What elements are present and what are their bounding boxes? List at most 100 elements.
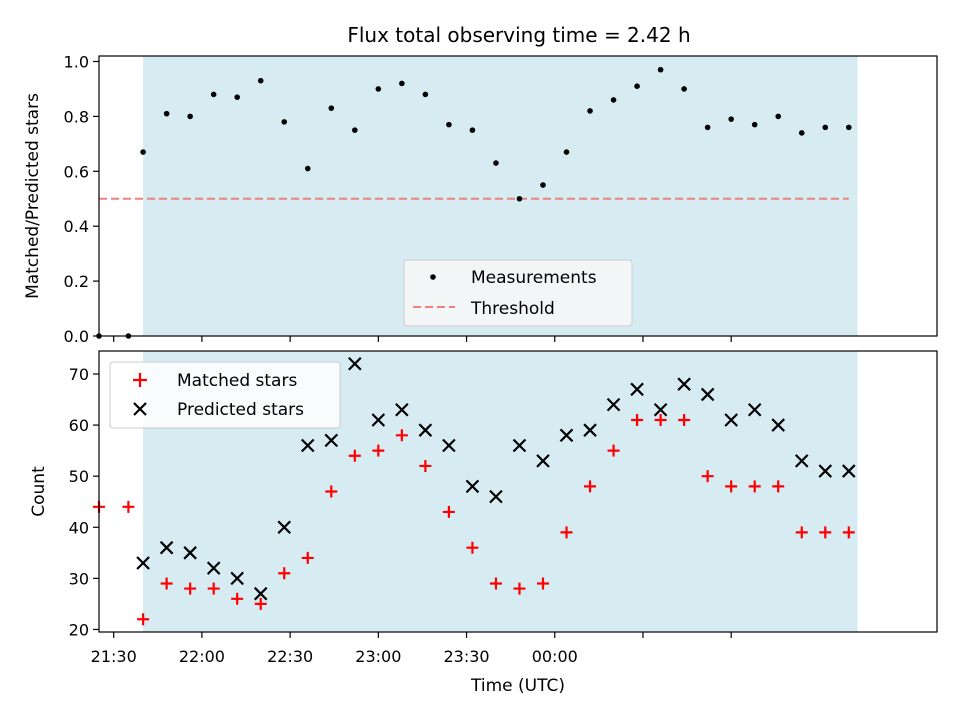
matched-star-point [137,613,150,626]
legend-cross-icon [133,402,147,416]
y-tick-label: 50 [69,467,89,486]
x-tick-label: 22:30 [267,647,313,666]
matched-star-point [725,480,738,493]
matched-star-point [654,413,667,426]
y-tick-label: 0.6 [64,162,89,181]
predicted-star-point [842,464,856,478]
predicted-star-point [159,540,174,555]
measurement-point [728,116,734,122]
matched-star-point [231,592,244,605]
x-tick-label: 00:00 [532,647,578,666]
predicted-star-point [300,438,315,453]
y-tick-label: 0.8 [64,107,89,126]
predicted-star-point [700,387,715,402]
predicted-star-points [136,356,856,601]
measurement-point [422,91,429,98]
matched-star-point [819,526,832,539]
matched-star-point [301,551,314,564]
predicted-star-point [371,413,386,427]
matched-star-point [748,480,761,493]
predicted-star-point [442,438,456,453]
measurement-point [304,165,311,172]
matched-star-points [93,413,855,626]
predicted-star-point [253,586,268,601]
matched-star-point [701,470,714,483]
y-tick-label: 0.4 [64,217,89,236]
matched-star-point [842,526,855,539]
matched-star-point [184,582,197,595]
matched-star-point [560,526,573,539]
ratio-legend-box [403,259,633,327]
count-x-ticks: 21:30 22:00 22:30 23:00 23:30 00:00 [91,632,732,666]
count-legend: Matched stars Predicted stars [109,361,341,429]
measurement-point [563,149,570,155]
matched-star-point [442,505,455,518]
predicted-star-point [418,423,433,437]
measurement-point [516,195,523,202]
chart-title: Flux total observing time = 2.42 h [347,23,690,47]
measurement-point [493,160,499,166]
matched-star-point [372,444,385,457]
measurement-point [798,130,805,136]
predicted-star-point [206,561,221,575]
count-panel: 20 30 40 50 60 70 21:30 22:00 22:30 23:00 23:30 00… [29,350,938,696]
matched-star-point [513,582,526,595]
predicted-star-point [136,556,150,570]
predicted-star-point [489,489,503,504]
matched-star-point [278,567,291,580]
measurement-point [210,91,217,98]
y-tick-label: 60 [69,416,89,435]
measurement-point [234,94,240,100]
matched-star-point [772,480,785,493]
predicted-star-point [630,382,644,397]
count-y-ticks: 20 30 40 50 60 70 [69,365,99,639]
measurement-point [352,127,358,133]
y-tick-label: 0.2 [64,272,89,291]
predicted-star-point [747,402,762,417]
matched-star-point [466,541,479,554]
x-tick-label: 21:30 [91,647,137,666]
measurement-point [634,83,640,89]
legend-label-matched: Matched stars [177,371,297,391]
predicted-star-point [818,464,833,478]
y-tick-label: 20 [69,620,89,639]
measurement-point [140,149,146,155]
predicted-star-point [794,454,809,468]
measurement-point [751,121,758,128]
measurement-point [657,66,664,73]
x-axis-label: Time (UTC) [470,676,565,696]
measurement-points [96,66,852,339]
matched-star-point [536,577,549,590]
matched-star-point [607,444,620,457]
measurement-point [587,108,593,114]
measurement-point [610,97,617,103]
ratio-y-axis-label: Matched/Predicted stars [23,93,43,299]
measurement-point [822,124,829,131]
legend-plus-icon [133,373,147,387]
ratio-x-ticks [113,336,732,342]
legend-dot-icon [430,274,436,280]
matched-star-point [254,597,267,610]
matched-star-point [207,582,220,595]
predicted-star-point [324,433,339,448]
measurement-point [775,113,782,120]
y-tick-label: 0.0 [64,327,89,346]
matched-star-point [122,500,135,513]
predicted-star-point [724,413,738,427]
matched-star-point [160,577,173,590]
matched-star-point [419,459,432,472]
count-axes-frame [98,350,938,633]
y-tick-label: 40 [69,518,89,537]
matched-star-point [584,480,597,493]
matched-star-point [795,526,808,539]
predicted-star-point [395,402,409,417]
matched-star-point [631,413,644,426]
predicted-star-point [348,356,362,371]
legend-label-predicted: Predicted stars [177,400,304,420]
predicted-star-point [277,520,292,535]
measurement-point [375,86,382,92]
predicted-star-point [512,438,527,453]
y-tick-label: 1.0 [64,52,89,71]
ratio-panel: 0.0 0.2 0.4 0.6 0.8 1.0 Matched/Predicted sta… [23,52,938,346]
